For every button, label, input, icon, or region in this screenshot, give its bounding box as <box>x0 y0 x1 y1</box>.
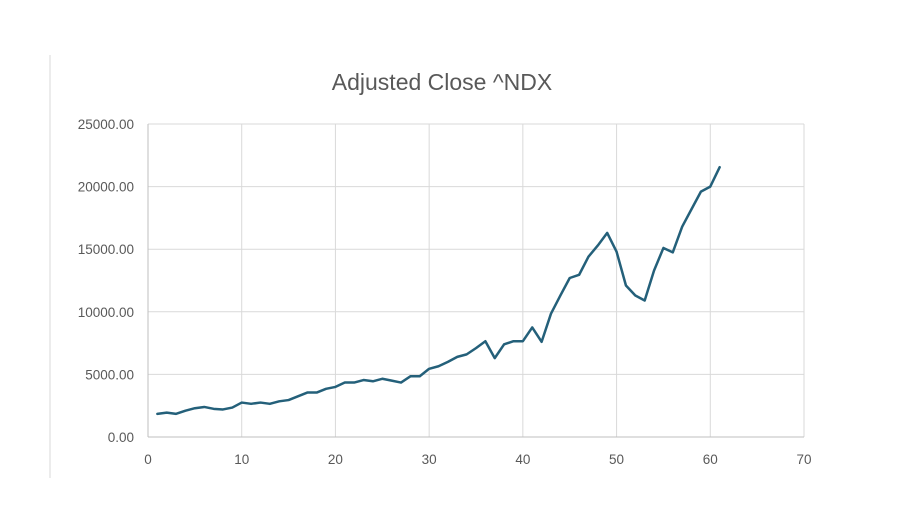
y-tick-label: 20000.00 <box>78 180 134 195</box>
x-tick-label: 10 <box>234 452 249 467</box>
y-tick-label: 5000.00 <box>85 367 134 382</box>
y-tick-label: 15000.00 <box>78 242 134 257</box>
axes: 0.00 5000.00 10000.00 15000.00 20000.00 25000… <box>78 117 812 467</box>
y-tick-label: 0.00 <box>108 430 134 445</box>
x-tick-label: 60 <box>703 452 718 467</box>
x-tick-label: 40 <box>515 452 530 467</box>
series-line <box>156 165 721 416</box>
x-tick-label: 50 <box>609 452 624 467</box>
chart-title: Adjusted Close ^NDX <box>332 69 552 95</box>
grid <box>148 123 805 437</box>
x-tick-label: 30 <box>422 452 437 467</box>
y-tick-label: 25000.00 <box>78 117 134 132</box>
y-tick-label: 10000.00 <box>78 305 134 320</box>
x-tick-label: 70 <box>796 452 811 467</box>
series-layer <box>156 165 721 416</box>
x-tick-label: 20 <box>328 452 343 467</box>
x-tick-label: 0 <box>144 452 152 467</box>
